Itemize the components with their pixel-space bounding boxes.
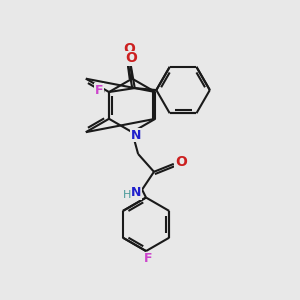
Text: F: F xyxy=(144,253,152,266)
Text: N: N xyxy=(131,129,141,142)
Text: O: O xyxy=(125,51,137,65)
Text: O: O xyxy=(175,155,187,169)
Text: N: N xyxy=(131,186,141,199)
Text: F: F xyxy=(95,84,103,97)
Text: O: O xyxy=(123,42,135,56)
Text: H: H xyxy=(123,190,131,200)
